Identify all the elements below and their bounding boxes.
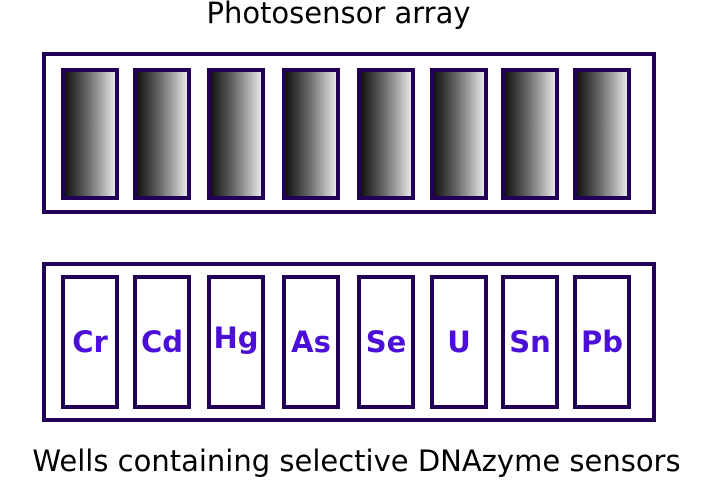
well-sn: Sn — [501, 275, 559, 409]
well-cr: Cr — [61, 275, 119, 409]
photosensor-array-title: Photosensor array — [206, 0, 471, 30]
well-label: Hg — [213, 320, 259, 355]
well-as: As — [282, 275, 340, 409]
well-label: Cr — [72, 324, 108, 359]
well-hg: Hg — [207, 275, 265, 409]
well-label: U — [447, 324, 471, 359]
well-label: Se — [365, 324, 407, 359]
photosensor-1 — [61, 68, 119, 200]
well-label: Sn — [509, 324, 551, 359]
well-pb: Pb — [573, 275, 631, 409]
well-se: Se — [357, 275, 415, 409]
photosensor-2 — [133, 68, 191, 200]
photosensor-3 — [207, 68, 265, 200]
well-label: Pb — [580, 324, 623, 359]
photosensor-8 — [573, 68, 631, 200]
photosensor-5 — [357, 68, 415, 200]
photosensor-7 — [501, 68, 559, 200]
wells-caption: Wells containing selective DNAzyme senso… — [32, 444, 681, 478]
photosensor-6 — [430, 68, 488, 200]
well-cd: Cd — [133, 275, 191, 409]
well-label: As — [291, 324, 331, 359]
photosensor-4 — [282, 68, 340, 200]
well-label: Cd — [140, 324, 184, 359]
well-u: U — [430, 275, 488, 409]
